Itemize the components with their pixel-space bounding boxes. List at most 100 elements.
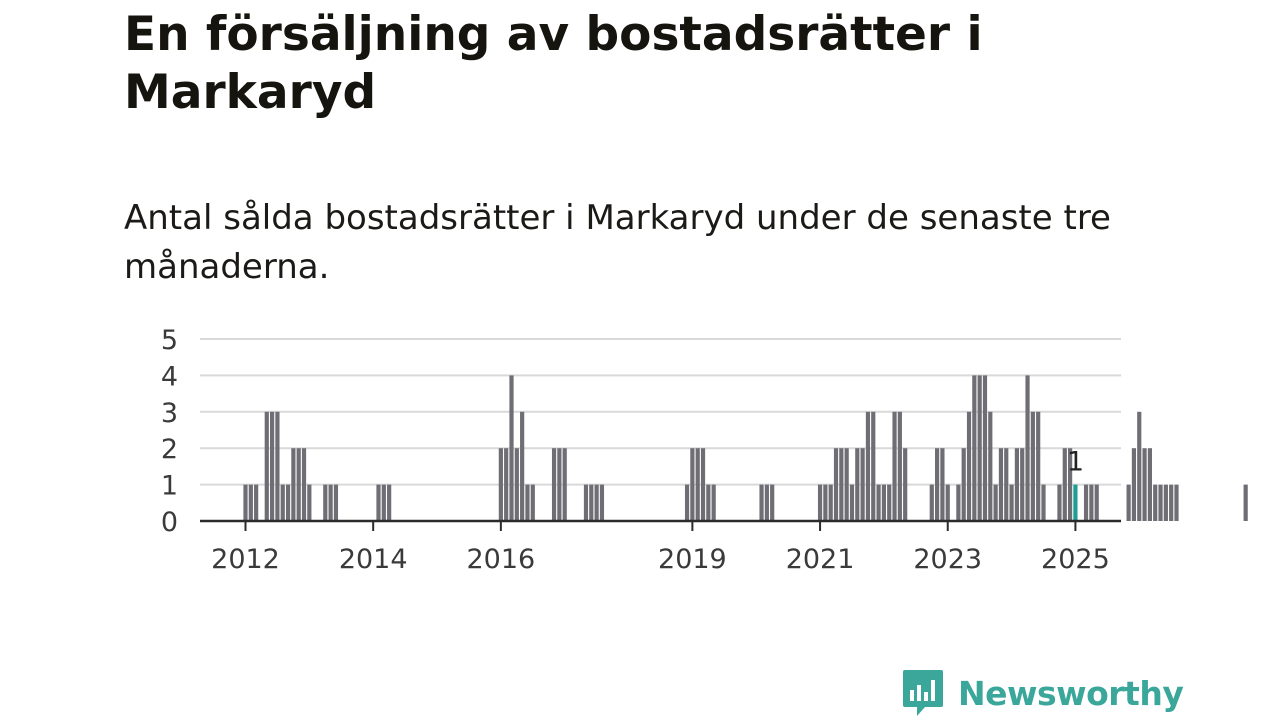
- bar: [498, 448, 503, 521]
- bar: [839, 448, 844, 521]
- bar: [514, 448, 519, 521]
- bar: [684, 484, 690, 521]
- newsworthy-logo-text: Newsworthy: [958, 673, 1184, 713]
- bar: [865, 411, 871, 521]
- bar: [307, 484, 312, 521]
- highlight-bar: [1073, 484, 1078, 521]
- chart-title: En försäljning av bostadsrätter i Markar…: [124, 7, 983, 120]
- x-axis-ticks: 2012 2014 2016 2019 2021 2023 2025: [211, 521, 1110, 575]
- x-tick-label: 2014: [339, 544, 408, 575]
- bar: [1009, 484, 1014, 521]
- bar: [871, 411, 876, 521]
- y-tick-label: 0: [161, 507, 178, 538]
- bar: [817, 484, 823, 521]
- bar: [770, 484, 775, 521]
- data-labels: 1: [1067, 447, 1084, 478]
- x-tick-label: 2016: [467, 544, 536, 575]
- bar: [264, 411, 269, 521]
- newsworthy-logo: Newsworthy: [902, 668, 1184, 718]
- bar: [759, 484, 764, 521]
- x-tick-label: 2023: [913, 544, 982, 575]
- bar: [1243, 484, 1248, 521]
- bar: [1153, 484, 1158, 521]
- bar: [1147, 448, 1152, 521]
- bar: [1131, 448, 1137, 521]
- bar: [1094, 484, 1099, 521]
- bar: [1158, 484, 1163, 521]
- bar: [562, 448, 567, 521]
- bar: [296, 448, 301, 521]
- bar: [844, 448, 849, 521]
- x-tick-label: 2019: [658, 544, 727, 575]
- bar: [530, 484, 535, 521]
- bar: [599, 484, 605, 521]
- x-tick-label: 2021: [786, 544, 855, 575]
- bar: [243, 484, 248, 521]
- bar: [887, 484, 892, 521]
- bar: [1083, 484, 1089, 521]
- bar: [254, 484, 259, 521]
- bar: [509, 375, 514, 521]
- bar: [525, 484, 530, 521]
- bar: [982, 375, 988, 521]
- bar: [823, 484, 828, 521]
- y-tick-label: 2: [161, 434, 178, 465]
- bar: [940, 448, 945, 521]
- bar: [1030, 411, 1035, 521]
- bar: [929, 484, 934, 521]
- y-tick-label: 1: [161, 471, 178, 502]
- bar: [1142, 448, 1147, 521]
- bar: [892, 411, 897, 521]
- x-tick-label: 2012: [211, 544, 280, 575]
- bar: [961, 448, 966, 521]
- bar: [988, 411, 993, 521]
- bar: [1163, 484, 1168, 521]
- bar: [323, 484, 328, 521]
- bar: [977, 375, 982, 521]
- bar: [998, 448, 1004, 521]
- bar: [248, 484, 253, 521]
- bar: [881, 484, 886, 521]
- bar: [764, 484, 769, 521]
- bar: [897, 411, 902, 521]
- bar: [387, 484, 392, 521]
- bar: [828, 484, 833, 521]
- bar: [972, 375, 977, 521]
- bar: [557, 448, 562, 521]
- y-axis-ticks: 0 1 2 3 4 5: [161, 325, 178, 538]
- grid-lines: [200, 338, 1121, 486]
- bar: [690, 448, 695, 521]
- bar: [903, 448, 908, 521]
- bar: [956, 484, 961, 521]
- bar: [993, 484, 998, 521]
- bar: [285, 484, 291, 521]
- y-tick-label: 3: [161, 398, 178, 429]
- newsworthy-logo-icon: [903, 670, 943, 716]
- bar: [504, 448, 509, 521]
- bar: [328, 484, 333, 521]
- x-tick-label: 2025: [1041, 544, 1110, 575]
- bar: [589, 484, 594, 521]
- bar: [833, 448, 839, 521]
- bar: [706, 484, 711, 521]
- bar: [280, 484, 285, 521]
- bar: [1126, 484, 1131, 521]
- bar: [381, 484, 386, 521]
- bar: [849, 484, 855, 521]
- bar: [1057, 484, 1062, 521]
- bar: [275, 411, 280, 521]
- highlight-value-label: 1: [1067, 447, 1084, 478]
- bar: [695, 448, 700, 521]
- bar: [520, 411, 525, 521]
- bar: [1004, 448, 1009, 521]
- bar: [700, 448, 706, 521]
- bar: [1137, 411, 1142, 521]
- bar: [1014, 448, 1019, 521]
- bar: [1041, 484, 1046, 521]
- bar: [1174, 484, 1179, 521]
- bar: [301, 448, 307, 521]
- bar: [1089, 484, 1094, 521]
- bar: [333, 484, 339, 521]
- bar: [1068, 448, 1073, 521]
